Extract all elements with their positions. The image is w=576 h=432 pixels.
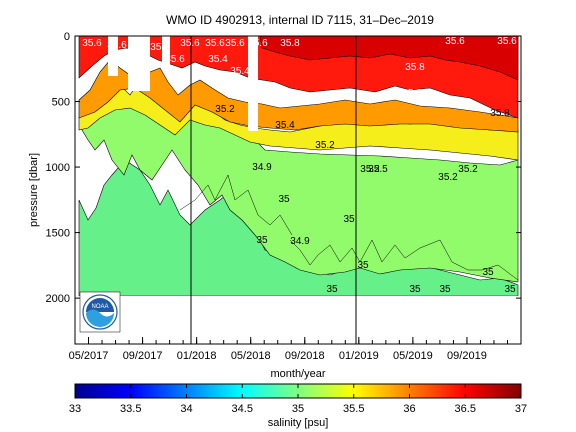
contour-label: 35 xyxy=(482,267,494,278)
contour-label: 35.6 xyxy=(205,38,225,49)
plot-frame xyxy=(74,35,522,345)
contour-label: 35.5 xyxy=(368,164,388,175)
noaa-logo: NOAA xyxy=(79,291,121,333)
contour-label: 35 xyxy=(278,194,290,205)
no-data-gap-1 xyxy=(108,36,118,76)
x-tick-label: 09/2017 xyxy=(123,350,163,362)
colorbar-tick-label: 34 xyxy=(180,403,192,415)
chart-title: WMO ID 4902913, internal ID 7115, 31–Dec… xyxy=(166,13,434,27)
x-tick-label: 01/2019 xyxy=(339,350,379,362)
y-axis: 0 500 1000 1500 2000 xyxy=(46,31,521,305)
colorbar-tick-label: 35 xyxy=(292,403,304,415)
x-tick-label: 09/2018 xyxy=(285,350,325,362)
contour-label: 35.4 xyxy=(230,66,250,77)
contour-label: 35.6 xyxy=(82,38,102,49)
colorbar-tick-label: 36 xyxy=(403,403,415,415)
x-tick-label: 05/2018 xyxy=(231,350,271,362)
y-tick-label: 2000 xyxy=(46,293,70,305)
x-tick-label: 01/2018 xyxy=(177,350,217,362)
y-tick-label: 1000 xyxy=(46,162,70,174)
section-field xyxy=(75,36,521,344)
colorbar-tick-label: 35.5 xyxy=(343,403,364,415)
contour-label: 35.6 xyxy=(180,38,200,49)
contour-deep-1 xyxy=(289,239,519,281)
colorbar-tick-label: 33.5 xyxy=(120,403,141,415)
contour-label: 35.4 xyxy=(275,120,295,131)
y-tick-label: 1500 xyxy=(46,228,70,240)
contour-label: 34.9 xyxy=(290,236,310,247)
colorbar-tick-label: 36.5 xyxy=(455,403,476,415)
contour-label: 35.2 xyxy=(438,172,458,183)
x-tick-label: 05/2017 xyxy=(69,350,109,362)
colorbar-tick-label: 33 xyxy=(69,403,81,415)
contour-label: 35.8 xyxy=(490,108,510,119)
contour-label: 35.6 xyxy=(402,88,422,99)
contour-label: 35 xyxy=(343,214,355,225)
colorbar-label: salinity [psu] xyxy=(268,417,329,429)
contour-label: 35 xyxy=(326,284,338,295)
no-data-gap-4 xyxy=(248,36,258,131)
contour-label: 35 xyxy=(504,284,516,295)
colorbar-tick-label: 34.5 xyxy=(232,403,253,415)
contour-labels: 35.6 35.6 35.435.635.6 35.6 35.6 35.835.635.8… xyxy=(82,36,517,295)
contour-label: 35.4 xyxy=(150,42,170,53)
contour-label: 35.6 xyxy=(497,36,517,47)
contour-label: 35.6 xyxy=(248,38,268,49)
no-data-gap-5 xyxy=(79,296,518,344)
x-tick-label: 09/2019 xyxy=(447,350,487,362)
x-axis: 05/2017 09/2017 01/2018 05/2018 09/2018 01/20… xyxy=(69,337,508,362)
no-data-gap-2 xyxy=(128,36,150,91)
no-data-gap-3 xyxy=(162,36,170,71)
contour-label: 35 xyxy=(357,260,369,271)
contour-label: 35.2 xyxy=(360,164,380,175)
contour-label: 35 xyxy=(409,284,421,295)
contour-label: 35.2 xyxy=(315,140,335,151)
contour-label: 35 xyxy=(439,284,451,295)
colorbar-ticks: 33 33.5 34 34.5 35 35.5 36 36.5 37 xyxy=(69,384,527,415)
contour-label: 35.2 xyxy=(215,104,235,115)
contour-label: 35.8 xyxy=(280,38,300,49)
contour-label: 35.8 xyxy=(405,62,425,73)
colorbar-tick-label: 37 xyxy=(515,403,527,415)
deep-water-35-band xyxy=(78,159,519,297)
contour-label: 35.6 xyxy=(107,40,127,51)
contour-label: 35.4 xyxy=(208,54,228,65)
contour-label: 35.6 xyxy=(445,36,465,47)
y-tick-label: 0 xyxy=(64,31,70,43)
svg-text:NOAA: NOAA xyxy=(91,304,108,310)
contour-label: 34.9 xyxy=(252,162,272,173)
contour-deep-2 xyxy=(179,174,293,236)
contour-label: 35.6 xyxy=(225,38,245,49)
contour-label: 35.2 xyxy=(458,164,478,175)
contour-label: 35 xyxy=(256,235,268,246)
x-tick-label: 05/2019 xyxy=(393,350,433,362)
contour-label: 35.6 xyxy=(165,54,185,65)
y-axis-label: pressure [dbar] xyxy=(28,153,40,227)
deep-red-core xyxy=(259,36,519,81)
y-tick-label: 500 xyxy=(52,97,70,109)
x-axis-label: month/year xyxy=(270,368,325,380)
orange-band xyxy=(78,59,519,133)
